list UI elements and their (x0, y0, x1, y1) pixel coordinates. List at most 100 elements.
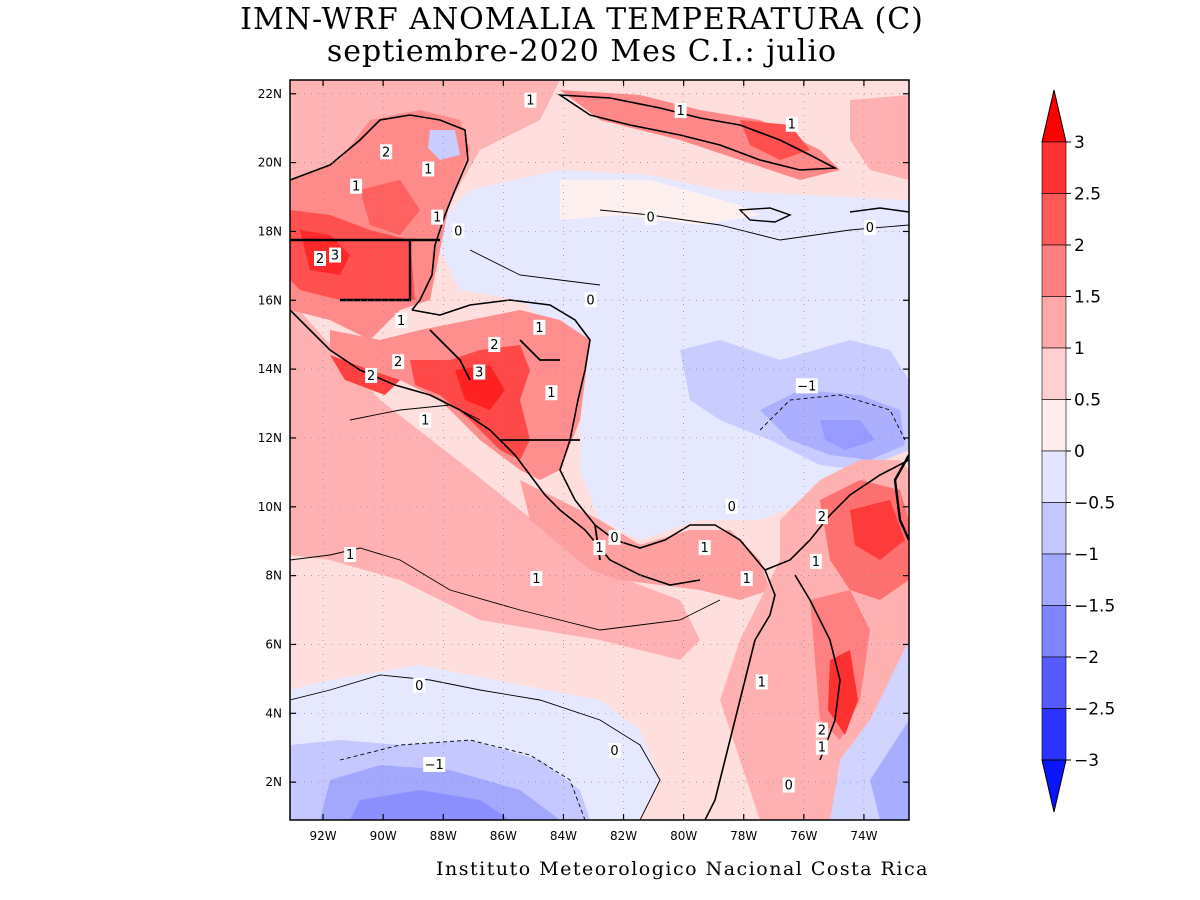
svg-text:2: 2 (490, 338, 498, 353)
colorbar-bin (1041, 296, 1067, 349)
colorbar-bin (1041, 605, 1067, 658)
colorbar-bin (1041, 193, 1067, 246)
map-subtitle: septiembre-2020 Mes C.I.: julio (326, 34, 838, 69)
lon-tick-label: 88W (430, 829, 457, 843)
anomaly-field (290, 80, 909, 820)
contour-label: 2 (392, 354, 405, 370)
colorbar-level-label: −2.5 (1074, 700, 1115, 720)
contour-label: 0 (644, 209, 657, 226)
colorbar-level-label: −0.5 (1074, 494, 1115, 514)
contour-label: 1 (755, 674, 768, 690)
lat-tick-label: 6N (265, 637, 282, 651)
svg-text:1: 1 (526, 94, 534, 109)
lon-tick-label: 74W (850, 829, 877, 843)
lon-tick-label: 90W (370, 829, 397, 843)
svg-text:1: 1 (676, 104, 684, 119)
svg-text:0: 0 (586, 293, 594, 308)
contour-label: 0 (413, 677, 426, 694)
contour-label: 0 (584, 292, 597, 308)
svg-text:2: 2 (818, 510, 826, 525)
colorbar-level-label: 1 (1074, 339, 1085, 359)
lon-tick-label: 84W (550, 829, 577, 843)
svg-text:1: 1 (532, 572, 540, 587)
contour-label: 2 (365, 368, 378, 384)
contour-label: 2 (815, 509, 828, 525)
contour-label: 0 (608, 743, 621, 759)
svg-text:3: 3 (331, 249, 339, 264)
contour-label: 1 (530, 571, 543, 587)
lon-tick-label: 92W (309, 829, 336, 843)
lat-tick-label: 8N (265, 569, 282, 583)
svg-text:1: 1 (812, 555, 820, 570)
contour-label: 1 (809, 553, 822, 570)
contour-label: −1 (423, 756, 446, 773)
svg-text:2: 2 (394, 355, 402, 370)
contour-label: 0 (452, 223, 465, 239)
colorbar-level-label: 0 (1074, 442, 1085, 462)
svg-text:0: 0 (610, 744, 618, 759)
svg-text:1: 1 (701, 541, 709, 556)
colorbar-min-arrow (1041, 759, 1067, 813)
lon-tick-label: 76W (790, 829, 817, 843)
contour-label: 0 (863, 220, 876, 236)
colorbar-level-label: 0.5 (1074, 391, 1101, 411)
colorbar-level-label: 1.5 (1074, 288, 1101, 308)
svg-text:0: 0 (728, 500, 736, 515)
colorbar-level-label: −2 (1074, 648, 1099, 668)
contour-label: 1 (422, 161, 435, 177)
colorbar-bin (1041, 502, 1067, 555)
svg-text:0: 0 (785, 779, 793, 794)
colorbar-bin (1041, 141, 1067, 194)
contour-label: 3 (473, 364, 486, 381)
lat-tick-label: 12N (258, 431, 282, 445)
svg-text:1: 1 (397, 314, 405, 329)
contour-label: 1 (350, 178, 363, 195)
map-frame (289, 79, 910, 821)
colorbar-bin (1041, 553, 1067, 606)
lat-tick-label: 14N (258, 362, 282, 376)
latitude-ticks: 22N 20N 18N 16N 14N 12N 10N 8N 6N 4N 2N (258, 87, 909, 789)
lon-tick-label: 82W (610, 829, 637, 843)
contour-label: 1 (545, 385, 558, 401)
colorbar-level-label: −1 (1074, 545, 1099, 565)
colorbar-bin (1041, 244, 1067, 297)
contour-label: −1 (795, 378, 818, 394)
svg-text:1: 1 (346, 548, 354, 563)
colorbar-max-arrow (1041, 89, 1067, 143)
contour-label: 2 (314, 250, 327, 267)
lat-tick-label: 4N (265, 706, 282, 720)
institution-credit: Instituto Meteorologico Nacional Costa R… (436, 858, 929, 880)
svg-text:3: 3 (475, 366, 483, 381)
lat-tick-label: 2N (265, 775, 282, 789)
svg-text:1: 1 (424, 162, 432, 177)
svg-text:−1: −1 (425, 758, 444, 773)
lat-tick-label: 22N (258, 87, 282, 101)
svg-text:1: 1 (595, 541, 603, 556)
colorbar-level-label: 2 (1074, 236, 1085, 256)
contour-label: 0 (608, 529, 621, 546)
colorbar: 3 2.5 2 1.5 1 0.5 0 −0.5 −1 −1.5 −2 −2.5 −3 (1041, 89, 1115, 813)
lon-tick-label: 80W (670, 829, 697, 843)
contour-label: 0 (782, 777, 795, 794)
svg-text:1: 1 (818, 741, 826, 756)
svg-text:1: 1 (433, 211, 441, 226)
contour-label: 1 (533, 319, 546, 336)
graticule (290, 80, 909, 820)
lat-tick-label: 20N (258, 156, 282, 170)
colorbar-bin (1041, 399, 1067, 452)
lon-tick-label: 78W (730, 829, 757, 843)
svg-text:1: 1 (758, 675, 766, 690)
colorbar-level-label: 3 (1074, 133, 1085, 153)
contour-label: 2 (488, 337, 501, 353)
colorbar-level-label: −1.5 (1074, 597, 1115, 617)
contour-label: 2 (815, 722, 828, 739)
contour-label: 1 (344, 546, 357, 563)
contour-label: 1 (785, 116, 798, 133)
map-title: IMN-WRF ANOMALIA TEMPERATURA (C) (240, 2, 924, 37)
svg-text:2: 2 (818, 724, 826, 739)
contour-label: 0 (725, 498, 738, 515)
svg-text:0: 0 (415, 679, 423, 694)
svg-text:0: 0 (646, 211, 654, 226)
